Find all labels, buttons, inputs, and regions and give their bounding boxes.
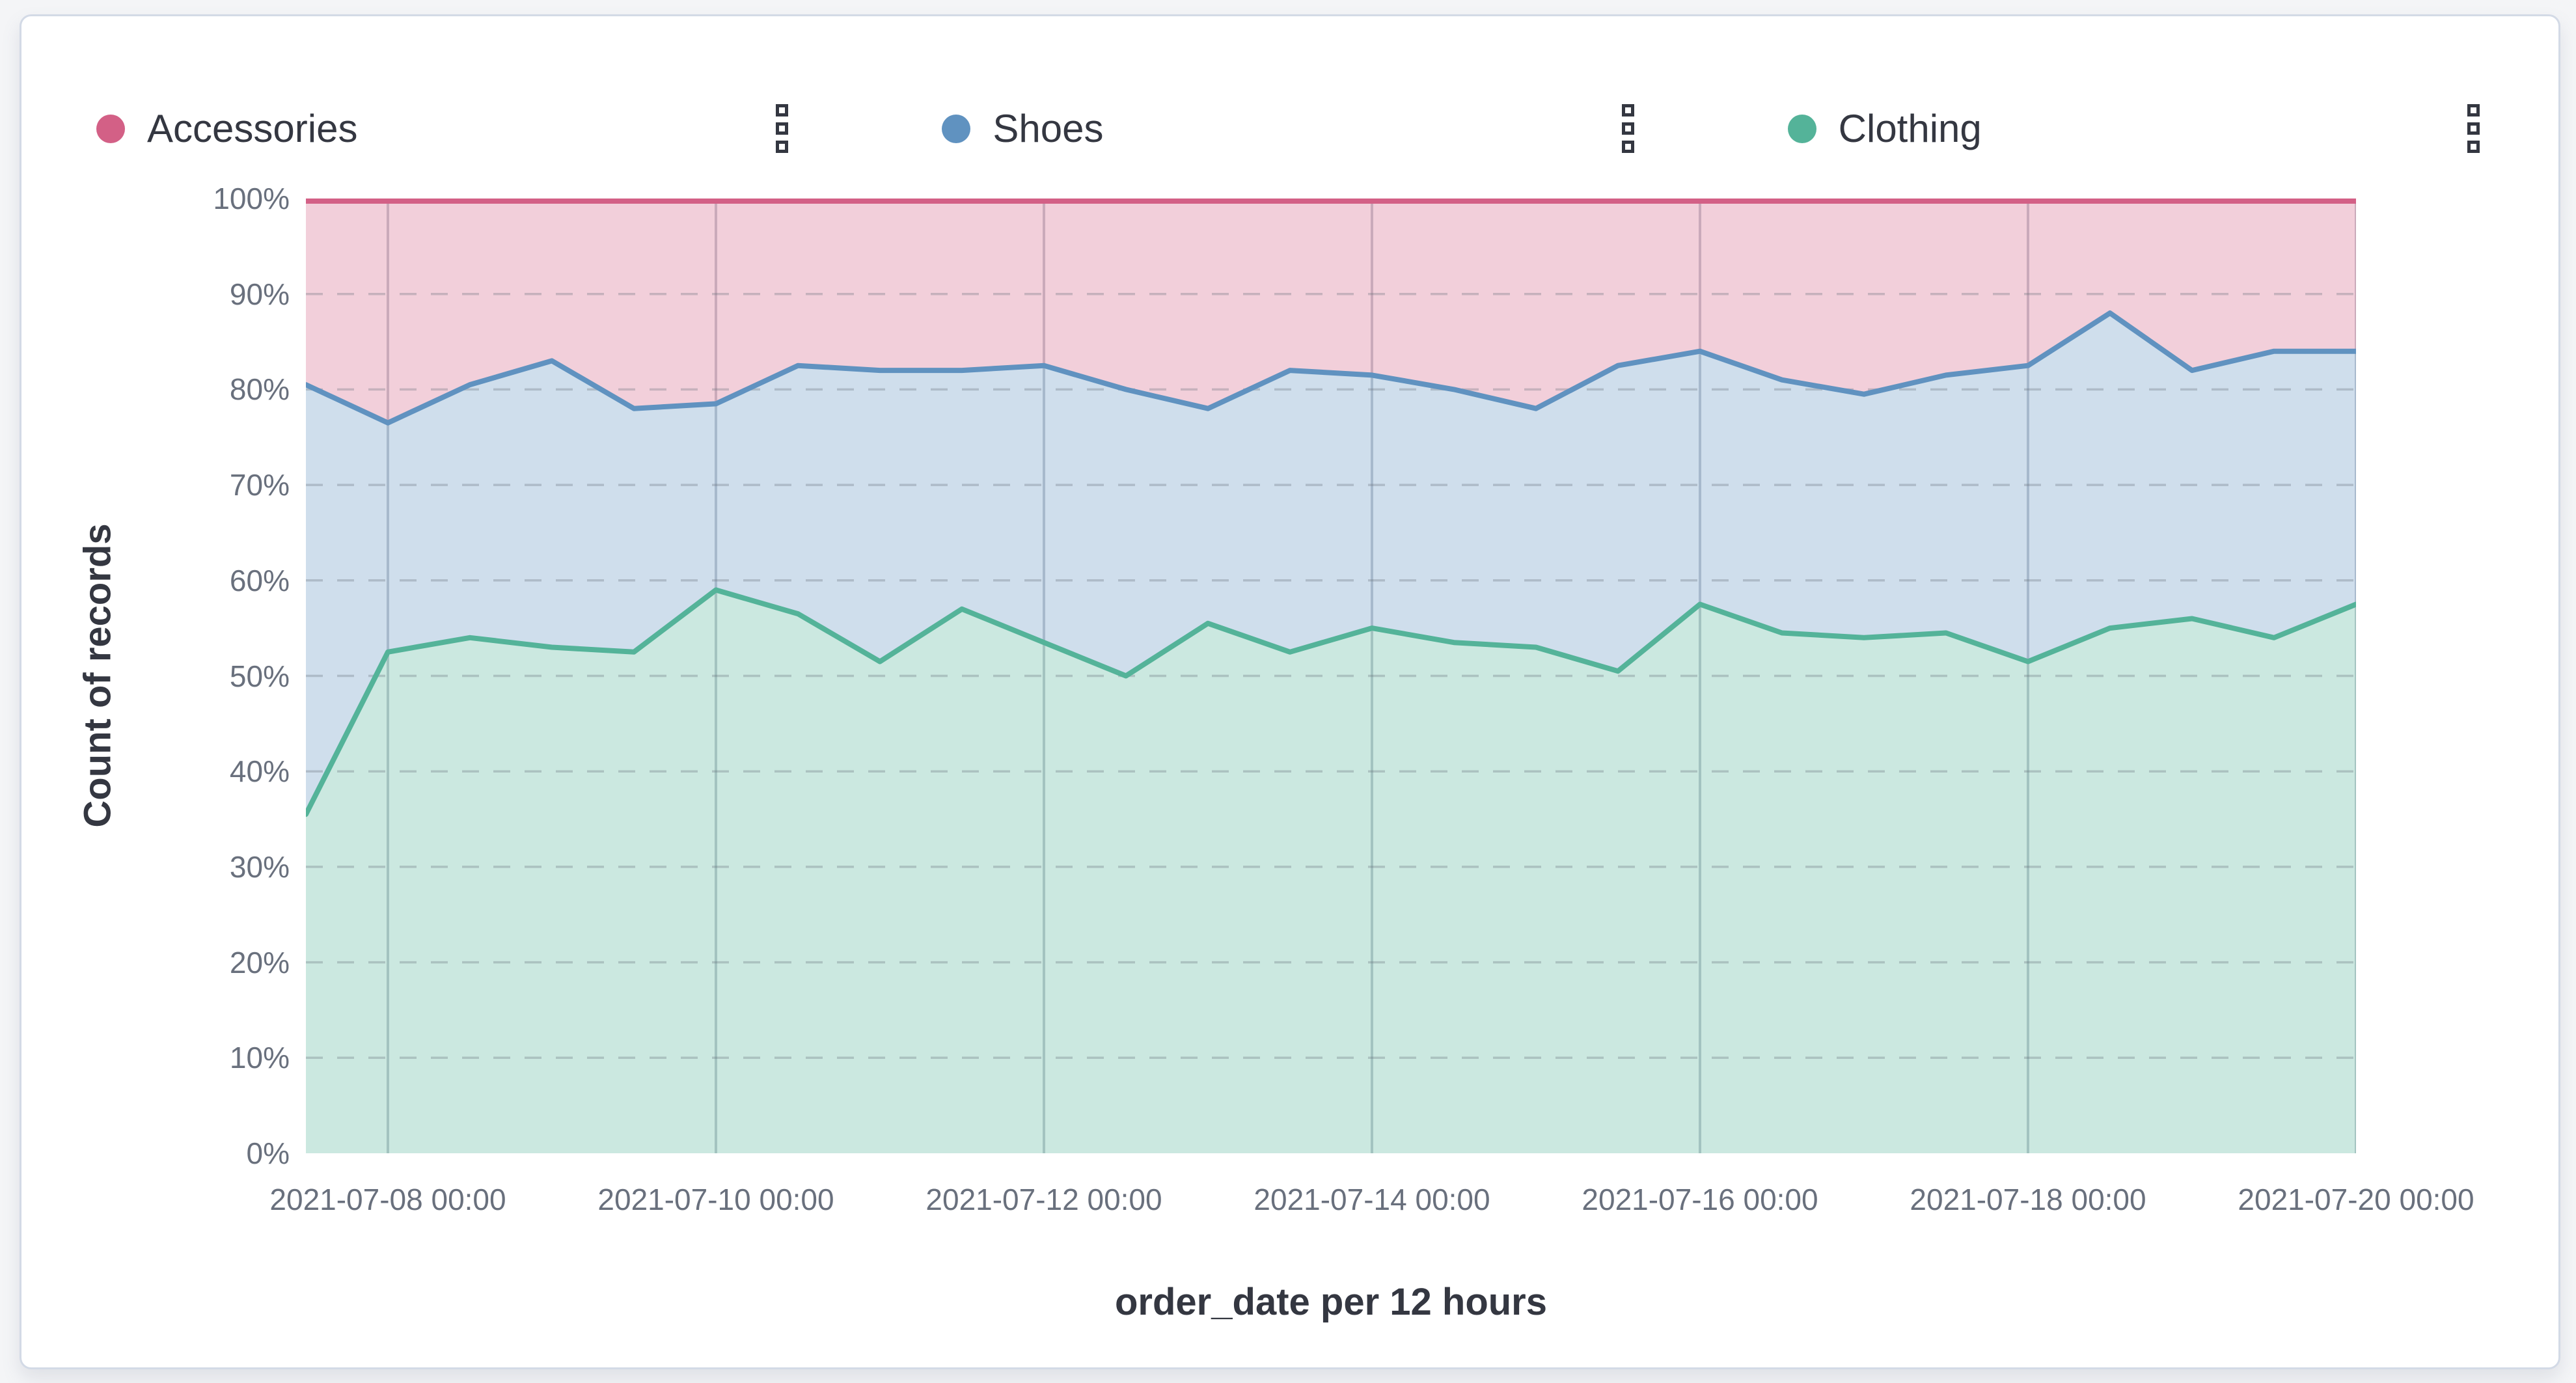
legend-actions-button[interactable] xyxy=(2463,100,2484,157)
stacked-area-chart[interactable] xyxy=(306,199,2356,1153)
line-shoes xyxy=(306,310,2356,426)
boxes-vertical-icon xyxy=(1621,141,1634,153)
legend-item-accessories[interactable]: Accessories xyxy=(21,98,867,159)
y-axis-title: Count of records xyxy=(76,523,119,828)
area-clothing[interactable] xyxy=(306,590,2356,1154)
x-axis-tick-label: 2021-07-14 00:00 xyxy=(1254,1183,1490,1216)
series-lines xyxy=(306,199,2356,817)
y-axis-tick-label: 80% xyxy=(229,372,290,407)
x-axis-tick-label: 2021-07-18 00:00 xyxy=(1910,1183,2146,1216)
boxes-vertical-icon xyxy=(2467,104,2480,116)
boxes-vertical-icon xyxy=(776,141,789,153)
x-axis-title: order_date per 12 hours xyxy=(1115,1281,1547,1323)
y-axis-tick-label: 70% xyxy=(229,468,290,502)
series-areas xyxy=(306,199,2356,1153)
vertical-gridlines xyxy=(387,199,2356,1153)
legend-label: Shoes xyxy=(993,106,1104,150)
boxes-vertical-icon xyxy=(776,122,789,135)
legend-actions-button[interactable] xyxy=(1618,100,1638,157)
x-axis-tick-label: 2021-07-20 00:00 xyxy=(2238,1183,2474,1216)
visualization-panel: Accessories Shoes Clothing xyxy=(20,14,2560,1369)
y-axis-tick-label: 90% xyxy=(229,277,290,311)
legend-label: Accessories xyxy=(147,106,358,150)
series-color-dot-shoes xyxy=(942,114,971,143)
boxes-vertical-icon xyxy=(2467,122,2480,135)
y-axis-tick-label: 20% xyxy=(229,945,290,979)
legend-label: Clothing xyxy=(1838,106,1982,150)
x-axis-tick-label: 2021-07-08 00:00 xyxy=(269,1183,506,1216)
boxes-vertical-icon xyxy=(1621,104,1634,116)
boxes-vertical-icon xyxy=(2467,141,2480,153)
x-axis-tick-label: 2021-07-10 00:00 xyxy=(597,1183,834,1216)
x-axis-tick-label: 2021-07-12 00:00 xyxy=(925,1183,1162,1216)
y-axis-tick-label: 0% xyxy=(246,1136,290,1170)
series-color-dot-clothing xyxy=(1787,114,1816,143)
area-shoes[interactable] xyxy=(306,313,2356,815)
chart-legend: Accessories Shoes Clothing xyxy=(21,98,2558,159)
y-axis-tick-label: 40% xyxy=(229,754,290,789)
legend-item-clothing[interactable]: Clothing xyxy=(1713,98,2558,159)
boxes-vertical-icon xyxy=(776,104,789,116)
series-color-dot-accessories xyxy=(96,114,125,143)
y-axis-tick-label: 50% xyxy=(229,659,290,693)
line-clothing xyxy=(306,587,2356,817)
y-axis-tick-label: 10% xyxy=(229,1041,290,1075)
y-axis-tick-label: 60% xyxy=(229,563,290,597)
y-axis-tick-label: 100% xyxy=(213,182,290,215)
legend-item-shoes[interactable]: Shoes xyxy=(867,98,1712,159)
x-axis-tick-label: 2021-07-16 00:00 xyxy=(1582,1183,1818,1216)
legend-actions-button[interactable] xyxy=(772,100,792,157)
boxes-vertical-icon xyxy=(1621,122,1634,135)
y-axis-tick-label: 30% xyxy=(229,849,290,884)
